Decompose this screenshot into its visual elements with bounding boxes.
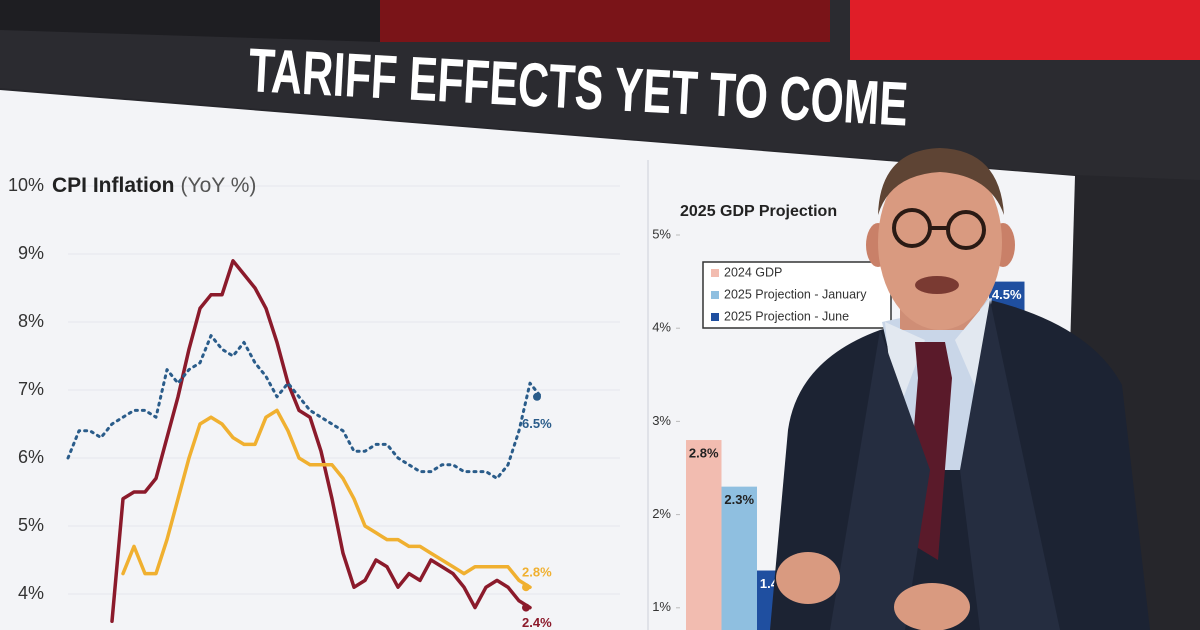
hand: [776, 552, 840, 604]
chart-title: CPI Inflation (YoY %): [52, 174, 256, 197]
lapels: [830, 300, 1060, 630]
value-label: 2.3%: [724, 492, 754, 507]
end-dot: [533, 392, 541, 401]
end-dot: [522, 583, 530, 592]
subtitle: (YoY %): [181, 174, 257, 197]
annotation: 2.8%: [522, 565, 552, 580]
y-tick-label: 4%: [652, 320, 671, 335]
y-tick-label: 9%: [18, 243, 44, 263]
value-label: 4.5%: [992, 287, 1022, 302]
legend-label: 2025 Projection - January: [724, 287, 867, 301]
legend-label: 2024 GDP: [724, 265, 782, 279]
presenter: [770, 148, 1150, 630]
y-tick-label: 6%: [18, 447, 44, 467]
line-series: [66, 334, 543, 480]
y-tick-label: 3%: [652, 413, 671, 428]
y-tick-label: 8%: [18, 311, 44, 331]
legend-swatch: [711, 313, 719, 321]
end-dot: [522, 603, 530, 612]
y-tick-label: 2%: [652, 506, 671, 521]
banner-dark: [380, 0, 830, 42]
banner-red: [850, 0, 1200, 60]
y-tick-label: 7%: [18, 379, 44, 399]
legend-label: 2025 Projection - June: [724, 309, 849, 323]
hand: [894, 583, 970, 630]
y-tick-label: 1%: [652, 599, 671, 614]
bar: [686, 440, 722, 630]
mouth: [915, 276, 959, 294]
line-series: [121, 408, 532, 589]
chart-title: 2025 GDP Projection: [680, 203, 837, 220]
y-tick-label: 4%: [18, 583, 44, 603]
legend-swatch: [711, 269, 719, 277]
hair: [878, 148, 1004, 215]
annotation: 6.5%: [522, 416, 552, 431]
dark-panel: [0, 0, 380, 42]
head: [878, 154, 1002, 330]
bar: [721, 486, 757, 630]
legend-swatch: [711, 291, 719, 299]
y-tick-label: 5%: [652, 226, 671, 241]
annotation: 2.4%: [522, 615, 552, 630]
value-label: 2.8%: [689, 445, 719, 460]
y-tick-label: 5%: [18, 515, 44, 535]
y-tick-label: 10%: [8, 175, 44, 195]
legend-box: [702, 261, 892, 329]
title: CPI Inflation: [52, 174, 175, 197]
